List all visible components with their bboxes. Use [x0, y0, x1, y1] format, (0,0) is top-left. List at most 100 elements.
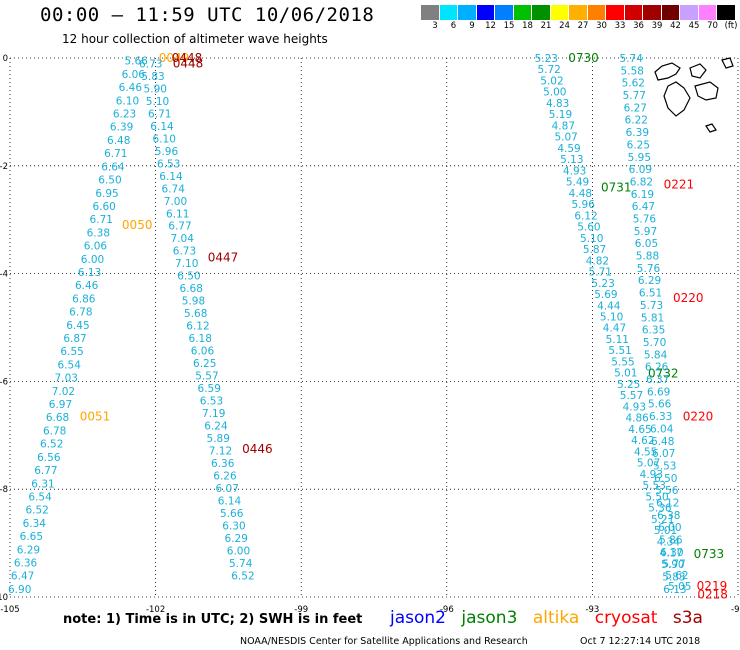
- swh-value: 6.19: [631, 189, 654, 201]
- swh-value: 6.10: [116, 95, 139, 107]
- swh-value: 6.05: [635, 238, 658, 250]
- swh-value: 7.04: [171, 233, 195, 245]
- swh-value: 6.34: [23, 518, 47, 530]
- legend-cryosat: cryosat: [594, 608, 658, 628]
- colorbar-label: 12: [485, 21, 496, 31]
- colorbar-swatch: [643, 5, 662, 20]
- swh-value: 6.30: [660, 547, 683, 559]
- track-cryosat: 5.745.585.625.776.276.226.396.255.956.09…: [620, 53, 728, 601]
- swh-value: 6.71: [148, 108, 171, 120]
- swh-value: 7.03: [55, 373, 78, 385]
- swh-value: 7.12: [209, 446, 232, 458]
- swh-value: 6.78: [69, 307, 92, 319]
- swh-value: 5.50: [645, 491, 668, 503]
- legend-jason2: jason2: [390, 608, 446, 628]
- swh-value: 5.58: [621, 65, 644, 77]
- swh-value: 5.95: [628, 152, 651, 164]
- colorbar-swatch: [661, 5, 680, 20]
- lon-tick-label: -102: [146, 605, 165, 615]
- swh-value: 5.66: [648, 399, 672, 411]
- swh-value: 6.29: [225, 533, 248, 545]
- swh-value: 6.00: [81, 254, 104, 266]
- colorbar-label: 70: [707, 21, 718, 31]
- colorbar-label: 39: [651, 21, 663, 31]
- swh-value: 5.13: [560, 154, 583, 166]
- swh-value: 6.69: [647, 386, 670, 398]
- legend-jason3: jason3: [461, 608, 518, 628]
- colorbar-label: 3: [432, 21, 438, 31]
- credit-line: NOAA/NESDIS Center for Satellite Applica…: [240, 636, 528, 647]
- swh-value: 6.71: [104, 148, 127, 160]
- swh-value: 5.49: [566, 177, 589, 189]
- swh-value: 6.12: [186, 321, 209, 333]
- swh-value: 6.47: [11, 571, 34, 583]
- swh-value: 6.95: [95, 188, 118, 200]
- swh-value: 6.56: [37, 452, 61, 464]
- swh-value: 6.14: [150, 121, 174, 133]
- swh-value: 6.65: [20, 531, 43, 543]
- swh-value: 6.07: [652, 448, 675, 460]
- swh-value: 6.35: [642, 325, 665, 337]
- colorbar-label: 24: [559, 21, 570, 31]
- swh-value: 4.87: [552, 120, 575, 132]
- swh-value: 5.88: [636, 251, 659, 263]
- island-outline: [654, 62, 681, 81]
- lon-tick-label: -90: [731, 605, 740, 615]
- swh-value: 6.38: [657, 510, 680, 522]
- colorbar-swatch: [458, 5, 477, 20]
- swh-value: 5.96: [572, 199, 596, 211]
- chart-subtitle: 12 hour collection of altimeter wave hei…: [62, 32, 328, 46]
- lat-tick-label: -4: [0, 270, 8, 280]
- swh-value: 6.37: [646, 374, 669, 386]
- island-outline: [705, 123, 717, 133]
- colorbar-swatch: [550, 5, 569, 20]
- lat-tick-label: 0: [3, 54, 8, 64]
- galapagos-land-outline: [654, 57, 734, 133]
- swh-value: 7.10: [175, 258, 198, 270]
- legend-altika: altika: [532, 608, 580, 628]
- swh-value: 5.84: [644, 349, 668, 361]
- swh-value: 6.36: [14, 558, 38, 570]
- swh-value: 5.02: [540, 75, 563, 87]
- colorbar-swatch: [587, 5, 606, 20]
- swh-value: 5.70: [643, 337, 666, 349]
- swh-value: 6.77: [34, 465, 57, 477]
- swh-value: 5.57: [620, 390, 643, 402]
- pass-time-label: 0731: [601, 180, 632, 194]
- swh-value: 6.00: [227, 545, 250, 557]
- lat-tick-label: -10: [0, 593, 8, 603]
- swh-value: 6.30: [222, 520, 245, 532]
- swh-value: 5.76: [633, 214, 657, 226]
- swh-value: 6.52: [40, 439, 63, 451]
- colorbar-label: 36: [633, 21, 644, 31]
- pass-time-label: 0446: [242, 442, 273, 456]
- swh-value: 6.53: [157, 158, 180, 170]
- swh-value: 6.50: [654, 473, 677, 485]
- swh-value: 5.23: [591, 278, 614, 290]
- swh-value: 6.39: [626, 127, 649, 139]
- swh-value: 7.02: [52, 386, 75, 398]
- swh-value: 6.71: [90, 214, 113, 226]
- swh-value: 6.36: [211, 458, 235, 470]
- pass-time-label: 0218: [697, 587, 728, 601]
- island-outline: [663, 81, 691, 117]
- colorbar-swatch: [680, 5, 699, 20]
- swh-value: 5.89: [207, 433, 230, 445]
- swh-value: 5.05: [668, 581, 691, 593]
- swh-value: 5.19: [549, 109, 572, 121]
- swh-value: 4.86: [625, 413, 649, 425]
- swh-value: 4.34: [657, 536, 681, 548]
- pass-time-label: 0051: [80, 409, 111, 423]
- swh-value: 5.71: [589, 267, 612, 279]
- colorbar-swatch: [606, 5, 625, 20]
- island-outline: [689, 63, 707, 79]
- swh-value: 6.54: [28, 491, 52, 503]
- colorbar-swatch: [569, 5, 588, 20]
- swh-value: 5.81: [641, 312, 664, 324]
- swh-value: 6.45: [66, 320, 89, 332]
- map-grid: [9, 57, 739, 598]
- swh-value: 5.97: [634, 226, 657, 238]
- swh-value: 5.74: [620, 53, 644, 65]
- axis-ticks: -105 -102 -99 -96 -93 -90 0 -2 -4 -6 -8 -10: [0, 54, 740, 615]
- pass-time-label: 0448: [173, 56, 204, 70]
